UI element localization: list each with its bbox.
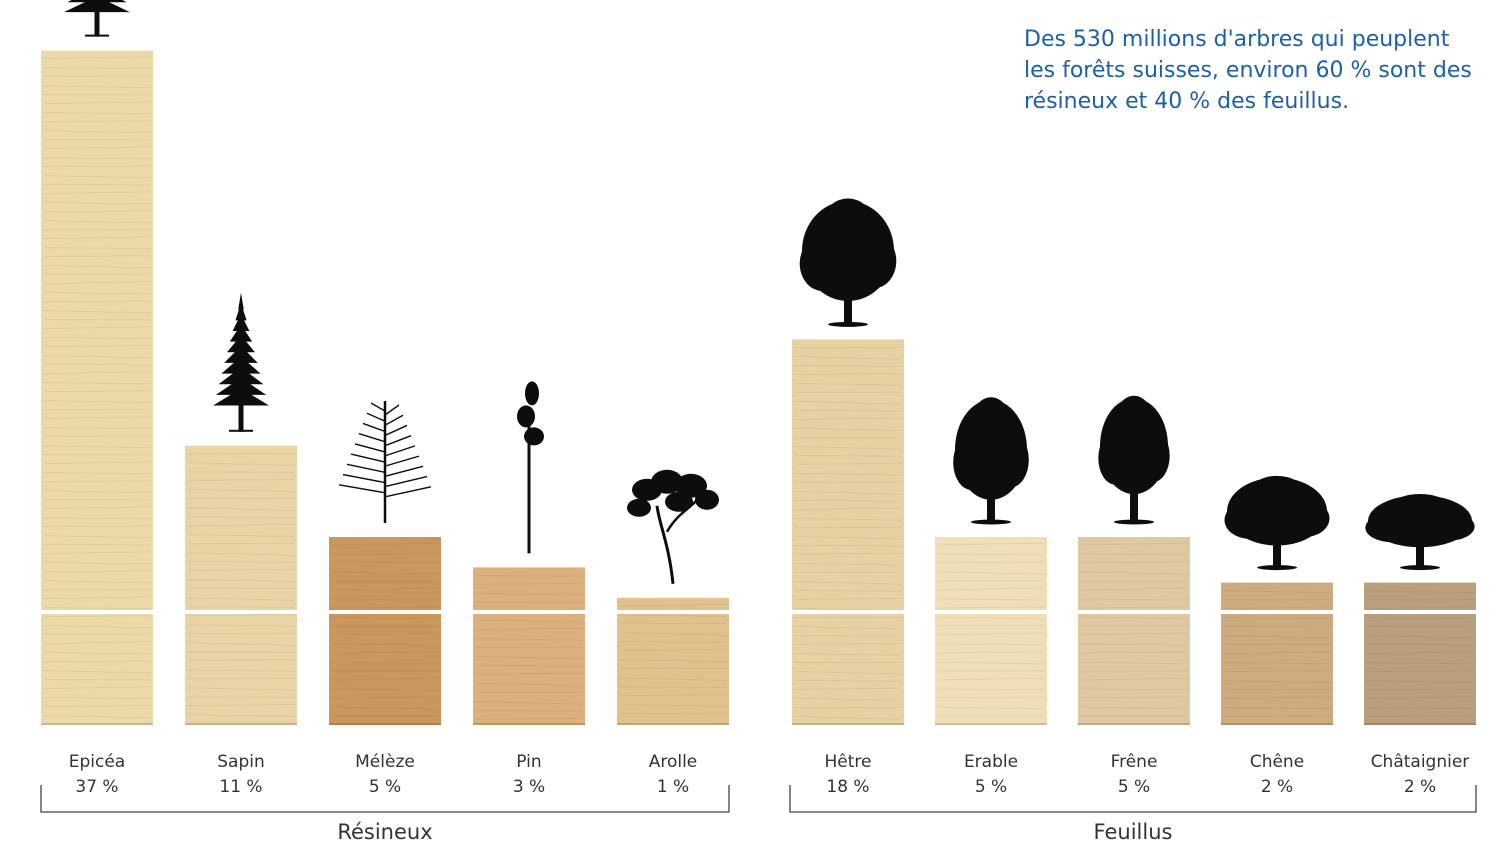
bar-8 (1078, 537, 1190, 725)
value-label: 11 % (219, 777, 263, 797)
group-label: Feuillus (1093, 820, 1173, 844)
category-label: Chêne (1249, 752, 1305, 772)
category-label: Arolle (648, 752, 698, 772)
group-bracket (789, 785, 1477, 813)
category-label: Frêne (1110, 752, 1158, 772)
value-label: 37 % (75, 777, 119, 797)
stone-pine-tree-icon (627, 469, 719, 584)
spruce-tree-icon (64, 0, 130, 37)
category-label: Châtaignier (1370, 752, 1470, 772)
bar-1 (41, 50, 153, 726)
bar-9 (1221, 582, 1333, 725)
value-label: 2 % (1403, 777, 1437, 797)
category-label: Epicéa (68, 752, 126, 772)
category-label: Erable (963, 752, 1019, 772)
category-label: Pin (516, 752, 542, 772)
beech-tree-icon (799, 198, 897, 327)
group-bracket (40, 785, 730, 813)
category-label: Sapin (217, 752, 265, 772)
value-label: 3 % (512, 777, 546, 797)
group-label: Résineux (337, 820, 433, 844)
bar-5 (617, 597, 729, 725)
oak-tree-icon (1224, 475, 1330, 571)
larch-tree-icon (338, 401, 432, 523)
value-label: 2 % (1260, 777, 1294, 797)
pine-tree-icon (517, 381, 544, 554)
bar-6 (792, 339, 904, 725)
value-label: 5 % (974, 777, 1008, 797)
fir-tree-icon (213, 292, 269, 432)
chestnut-tree-icon (1365, 493, 1475, 571)
ash-tree-icon (1098, 395, 1170, 525)
bar-4 (473, 567, 585, 725)
bar-7 (935, 537, 1047, 725)
maple-tree-icon (953, 397, 1029, 525)
bar-2 (185, 445, 297, 725)
category-label: Mélèze (355, 752, 415, 772)
value-label: 5 % (368, 777, 402, 797)
annotation-text: Des 530 millions d'arbres qui peuplent l… (1024, 27, 1472, 114)
value-label: 1 % (656, 777, 690, 797)
bar-10 (1364, 582, 1476, 725)
bar-3 (329, 537, 441, 725)
value-label: 18 % (826, 777, 870, 797)
value-label: 5 % (1117, 777, 1151, 797)
category-label: Hêtre (824, 752, 872, 772)
